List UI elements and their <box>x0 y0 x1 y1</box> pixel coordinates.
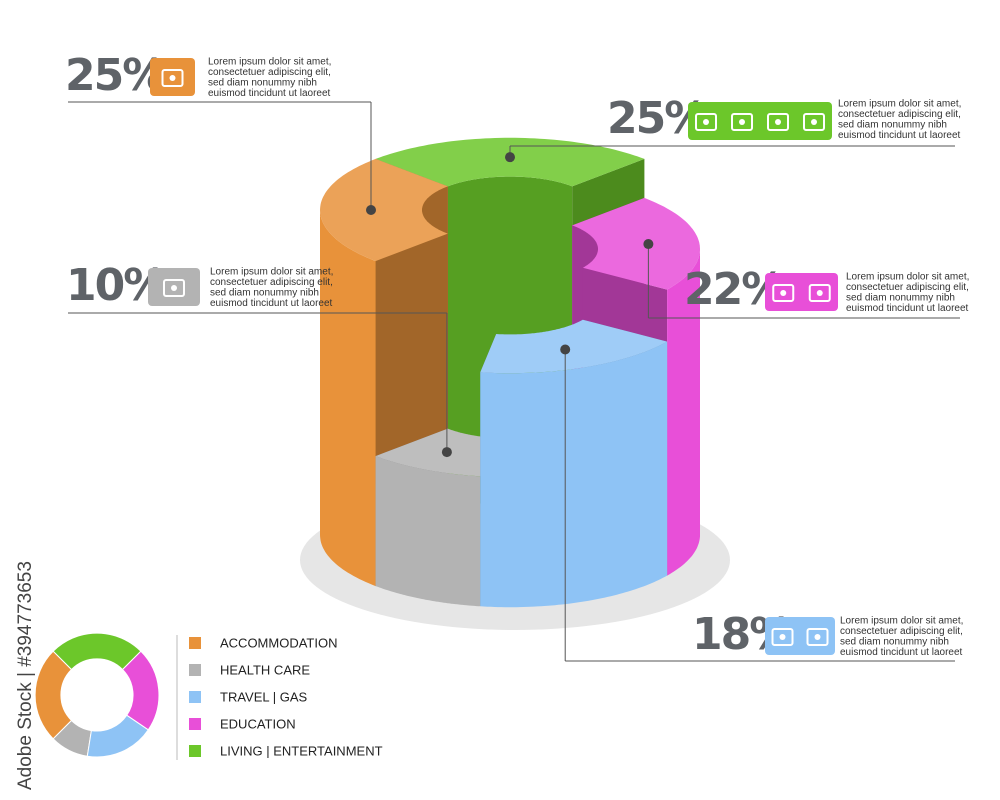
description-line: consectetuer adipiscing elit, <box>840 626 963 637</box>
segment-outer-wall <box>375 456 481 607</box>
icon-glyph <box>816 290 823 296</box>
watermark: Adobe Stock | #394773653 <box>15 561 36 790</box>
icon-glyph <box>767 113 789 131</box>
segment-top <box>375 428 497 477</box>
donut-wedge <box>52 632 142 671</box>
icon-glyph <box>161 69 184 87</box>
icon-glyph <box>780 290 787 296</box>
icon-glyph <box>808 284 831 302</box>
description-line: Lorem ipsum dolor sit amet, <box>846 272 969 283</box>
callout-dot <box>643 239 654 250</box>
segment-outer-wall <box>667 250 700 576</box>
pie-segment <box>375 428 497 607</box>
icon-glyph <box>811 119 817 125</box>
description-line: consectetuer adipiscing elit, <box>210 277 333 288</box>
icon-glyph <box>739 119 745 125</box>
icon-glyph <box>169 75 176 81</box>
description-line: euismod tincidunt ut laoreet <box>208 88 331 99</box>
segment-top <box>572 197 700 290</box>
legend-label: ACCOMMODATION <box>220 635 337 650</box>
icon-glyph <box>772 284 795 302</box>
pie-segment <box>480 319 668 608</box>
callout-dot <box>560 344 571 355</box>
icon-glyph <box>771 628 794 646</box>
icon-glyph <box>779 634 786 640</box>
description-line: Lorem ipsum dolor sit amet, <box>208 57 331 68</box>
icon-glyph <box>171 285 177 291</box>
segment-outer-wall <box>320 210 376 587</box>
icon-glyph <box>803 113 825 131</box>
description-line: euismod tincidunt ut laoreet <box>838 130 961 141</box>
description-line: consectetuer adipiscing elit, <box>838 109 961 120</box>
segment-top <box>480 319 668 374</box>
description-line: euismod tincidunt ut laoreet <box>210 298 333 309</box>
icon-glyph <box>731 113 753 131</box>
legend-swatch <box>189 664 201 676</box>
legend-label: EDUCATION <box>220 716 296 731</box>
callout-dot <box>366 205 376 215</box>
description-line: Lorem ipsum dolor sit amet, <box>840 616 963 627</box>
description-line: sed diam nonummy nibh <box>208 78 317 89</box>
description-line: consectetuer adipiscing elit, <box>208 67 331 78</box>
description-line: euismod tincidunt ut laoreet <box>846 303 969 314</box>
icon-box <box>688 102 832 140</box>
icon-glyph <box>775 119 781 125</box>
donut-wedge <box>52 719 92 757</box>
legend-label: LIVING | ENTERTAINMENT <box>220 743 383 758</box>
description-line: consectetuer adipiscing elit, <box>846 282 969 293</box>
description-line: sed diam nonummy nibh <box>840 637 949 648</box>
legend-swatch <box>189 745 201 757</box>
icon-glyph <box>814 634 821 640</box>
icon-glyph <box>163 279 185 297</box>
legend-swatch <box>189 718 201 730</box>
callout-dot <box>505 152 515 163</box>
icon-glyph <box>695 113 717 131</box>
description-line: euismod tincidunt ut laoreet <box>840 647 963 658</box>
description-line: sed diam nonummy nibh <box>210 288 319 299</box>
icon-box <box>765 273 838 311</box>
icon-glyph <box>703 119 709 125</box>
donut-wedge <box>86 714 149 758</box>
icon-glyph <box>806 628 829 646</box>
legend-swatch <box>189 637 201 649</box>
donut-wedge <box>121 650 160 731</box>
description-line: sed diam nonummy nibh <box>838 120 947 131</box>
segment-top <box>320 158 448 262</box>
legend-label: TRAVEL | GAS <box>220 689 308 704</box>
segment-outer-wall <box>480 341 668 608</box>
icon-box <box>765 617 835 655</box>
description-line: Lorem ipsum dolor sit amet, <box>210 267 333 278</box>
description-line: Lorem ipsum dolor sit amet, <box>838 99 961 110</box>
legend-label: HEALTH CARE <box>220 662 310 677</box>
legend-swatch <box>189 691 201 703</box>
callout-dot <box>441 447 452 458</box>
description-line: sed diam nonummy nibh <box>846 293 955 304</box>
